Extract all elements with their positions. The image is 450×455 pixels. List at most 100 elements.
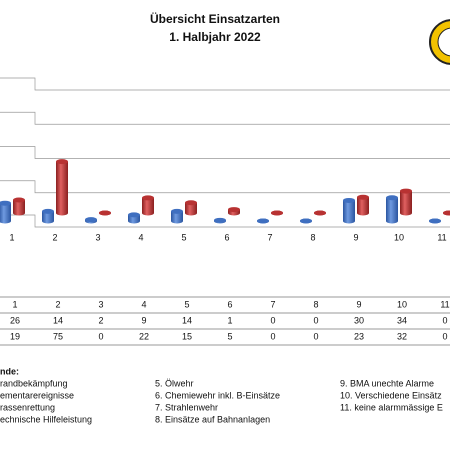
table-cell: 15: [182, 331, 192, 341]
bar-part: [400, 191, 412, 213]
bar-part: [214, 217, 226, 223]
table-cell: 34: [397, 315, 407, 325]
bar-part: [42, 218, 54, 224]
table-cell: 0: [313, 315, 318, 325]
bar: [171, 208, 183, 224]
bar: [185, 200, 197, 216]
bar-part: [128, 218, 140, 224]
bar: [99, 210, 111, 216]
table-header: 1: [12, 299, 17, 309]
bar-part: [357, 194, 369, 200]
table-cell: 0: [270, 331, 275, 341]
bar-part: [343, 218, 355, 224]
bar-part: [400, 188, 412, 194]
table-header: 4: [141, 299, 146, 309]
bar-part: [386, 197, 398, 221]
table-cell: 14: [182, 315, 192, 325]
bar-part: [13, 197, 25, 203]
x-tick-label: 6: [224, 232, 229, 242]
bar-part: [228, 207, 240, 213]
bar-part: [185, 200, 197, 206]
bar: [343, 197, 355, 224]
bar: [429, 218, 441, 224]
bar-part: [142, 210, 154, 216]
bar-part: [271, 210, 283, 216]
bar-part: [314, 210, 326, 216]
bar: [13, 197, 25, 216]
bar-part: [56, 210, 68, 216]
bar: [271, 210, 283, 216]
legend-item: 11. keine alarmmässige E: [340, 402, 443, 412]
legend-title: nde:: [0, 366, 19, 376]
legend-item: randbekämpfung: [0, 378, 68, 388]
table-cell: 0: [313, 331, 318, 341]
x-tick-label: 3: [95, 232, 100, 242]
bar-part: [343, 200, 355, 221]
grid-line: [0, 111, 450, 125]
bar: [0, 200, 11, 224]
bar-part: [171, 211, 183, 221]
table-header: 11: [440, 299, 449, 309]
table-cell: 26: [10, 315, 20, 325]
bar: [314, 210, 326, 216]
legend-item: 6. Chemiewehr inkl. B-Einsätze: [155, 390, 280, 400]
bar-part: [386, 218, 398, 224]
bar-part: [42, 208, 54, 214]
bar: [142, 195, 154, 216]
x-tick-label: 7: [267, 232, 272, 242]
bar-part: [185, 202, 197, 213]
legend-item: ementarereignisse: [0, 390, 74, 400]
table-header: 5: [184, 299, 189, 309]
x-tick-label: 2: [52, 232, 57, 242]
bar-part: [443, 210, 450, 216]
table-header: 2: [55, 299, 60, 309]
bar-part: [0, 203, 11, 221]
bar: [214, 217, 226, 224]
bar: [443, 210, 450, 216]
bar-part: [128, 212, 140, 218]
bar: [85, 217, 97, 224]
logo: [429, 19, 450, 65]
bar-part: [85, 217, 97, 223]
bar: [128, 212, 140, 224]
table-cell: 32: [397, 331, 407, 341]
bar-part: [257, 218, 269, 224]
legend-item: rassenrettung: [0, 402, 55, 412]
legend-item: 8. Einsätze auf Bahnanlagen: [155, 414, 270, 424]
bar-part: [343, 197, 355, 203]
bar-part: [56, 159, 68, 165]
table-cell: 1: [227, 315, 232, 325]
bar-part: [400, 210, 412, 216]
bar-part: [429, 218, 441, 224]
table-cell: 75: [53, 331, 63, 341]
bar-part: [228, 210, 240, 216]
x-tick-label: 8: [310, 232, 315, 242]
bar-part: [171, 218, 183, 224]
bar: [386, 195, 398, 224]
bar-part: [357, 197, 369, 213]
table-cell: 9: [141, 315, 146, 325]
bar-part: [386, 195, 398, 201]
grid-line: [0, 77, 450, 91]
bar-part: [42, 211, 54, 221]
x-tick-label: 5: [181, 232, 186, 242]
bar: [42, 208, 54, 224]
table-cell: 5: [227, 331, 232, 341]
bar: [300, 218, 312, 224]
legend-item: 10. Verschiedene Einsätz: [340, 390, 442, 400]
table-cell: 14: [53, 315, 63, 325]
table-cell: 0: [270, 315, 275, 325]
bar-part: [128, 214, 140, 221]
bar: [228, 207, 240, 216]
table-cell: 30: [354, 315, 364, 325]
table-cell: 22: [139, 331, 149, 341]
grid-line: [0, 146, 450, 159]
table-cell: 0: [98, 331, 103, 341]
legend-item: echnische Hilfeleistung: [0, 414, 92, 424]
table-header: 10: [397, 299, 407, 309]
bar-part: [0, 218, 11, 224]
bar-part: [99, 210, 111, 216]
bar-part: [357, 210, 369, 216]
